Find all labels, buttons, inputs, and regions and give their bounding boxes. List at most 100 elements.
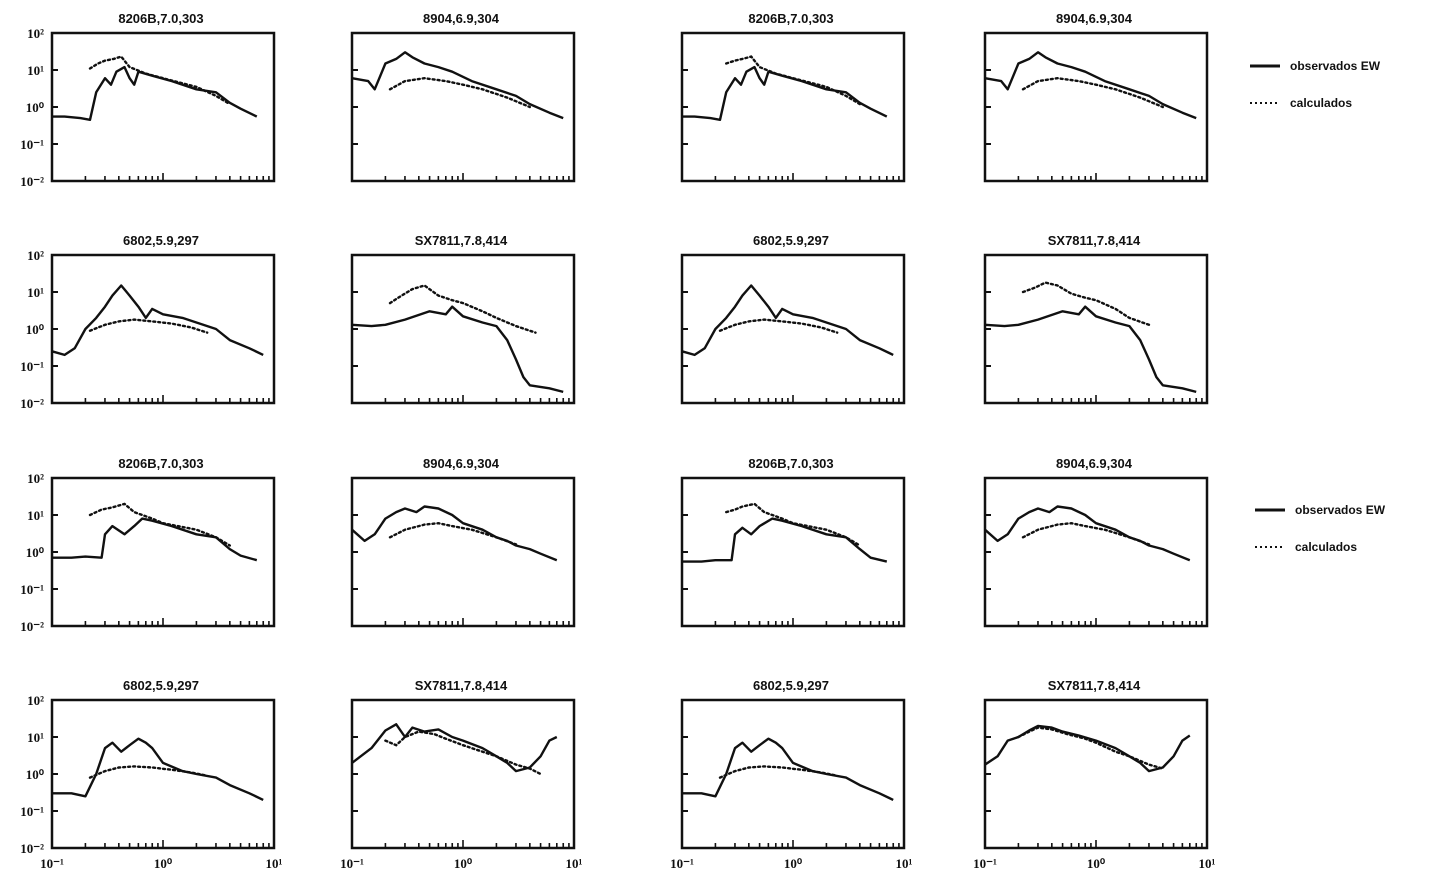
chart-panel: 8904,6.9,304 [983,11,1209,183]
legend-calculated-label: calculados [1290,96,1352,110]
chart-panel: 8206B,7.0,303 10² 10¹ 10⁰ 10⁻¹ 10⁻² [20,456,276,634]
calculated-series-line [388,284,537,334]
panel-frame [983,31,1209,183]
calculated-series-line [88,55,232,106]
calculated-series-line [384,730,542,776]
panels-group: 8206B,7.0,30310²10¹10⁰10⁻¹10⁻²8904,6.9,3… [20,11,1215,871]
observed-series-line [52,517,258,562]
y-tick-label: 10¹ [27,730,44,745]
legend-bottom: observados EW calculados [1255,503,1386,554]
calculated-series-line [725,502,861,547]
y-tick-label: 10⁻² [20,619,44,634]
legend-calculated-label: calculados [1295,540,1357,554]
chart-panel: 8206B,7.0,303 [680,11,906,183]
panel-title: 8904,6.9,304 [1056,11,1133,26]
observed-series-line [984,51,1197,120]
calculated-series-line [718,318,839,334]
y-tick-label: 10⁻¹ [20,804,44,819]
calculated-series-line [1021,76,1165,109]
y-tick-label: 10⁻¹ [20,582,44,597]
x-tick-label: 10⁻¹ [340,856,364,871]
y-tick-label: 10⁰ [26,767,45,782]
panel-title: SX7811,7.8,414 [415,678,508,693]
y-tick-label: 10⁻² [20,174,44,189]
observed-series-line [351,51,564,120]
panel-title: SX7811,7.8,414 [415,233,508,248]
panel-title: 8206B,7.0,303 [748,456,833,471]
x-tick-label: 10¹ [566,856,583,871]
calculated-series-line [1021,281,1151,326]
panel-frame [350,476,576,628]
panel-frame [983,476,1209,628]
observed-series-line [682,517,888,563]
y-tick-label: 10² [27,471,44,486]
x-tick-label: 10⁻¹ [40,856,64,871]
observed-series-line [984,305,1197,394]
panel-frame [50,476,276,628]
panel-frame [350,253,576,405]
panel-title: 8206B,7.0,303 [118,456,203,471]
chart-panel: 6802,5.9,297 10⁻¹ 10⁰ 10¹ [670,678,912,871]
x-tick-label: 10⁰ [454,856,473,871]
panel-title: 8206B,7.0,303 [748,11,833,26]
panel-frame [680,698,906,850]
calculated-series-line [88,502,232,547]
y-tick-label: 10⁰ [26,545,45,560]
observed-series-line [351,723,558,773]
legend-observed-label: observados EW [1290,59,1381,73]
panel-frame [50,31,276,183]
x-tick-label: 10⁻¹ [670,856,694,871]
calculated-series-line [718,765,839,779]
calculated-series-line [725,55,861,106]
observed-series-line [681,284,894,357]
calculated-series-line [388,76,531,109]
legend-top: observados EW calculados [1250,59,1381,110]
calculated-series-line [88,765,209,779]
chart-panel: 6802,5.9,297 [680,233,906,405]
calculated-series-line [1017,726,1165,770]
chart-panel: SX7811,7.8,414 10⁻¹ 10⁰ 10¹ [973,678,1215,871]
y-tick-label: 10⁻² [20,841,44,856]
observed-series-line [984,724,1191,773]
panel-frame [350,31,576,183]
panel-frame [680,31,906,183]
chart-panel: 8206B,7.0,303 [680,456,906,628]
observed-series-line [52,737,264,801]
calculated-series-line [88,318,209,334]
observed-series-line [51,284,264,357]
observed-series-line [52,65,258,122]
chart-panel: 8904,6.9,304 [350,11,576,183]
y-tick-label: 10² [27,248,44,263]
y-tick-label: 10⁰ [26,322,45,337]
panel-title: 6802,5.9,297 [123,678,199,693]
panel-title: SX7811,7.8,414 [1048,678,1141,693]
y-tick-label: 10⁻¹ [20,137,44,152]
y-tick-label: 10¹ [27,63,44,78]
panel-title: 6802,5.9,297 [753,678,829,693]
panel-title: 6802,5.9,297 [123,233,199,248]
observed-series-line [682,65,888,122]
y-tick-label: 10⁰ [26,100,45,115]
x-tick-label: 10⁰ [1087,856,1106,871]
panel-frame [983,253,1209,405]
y-tick-label: 10⁻² [20,396,44,411]
x-tick-label: 10⁻¹ [973,856,997,871]
observed-series-line [351,505,558,562]
x-tick-label: 10⁰ [784,856,803,871]
x-tick-label: 10¹ [896,856,913,871]
legend-observed-label: observados EW [1295,503,1386,517]
y-tick-label: 10² [27,693,44,708]
y-tick-label: 10⁻¹ [20,359,44,374]
observed-series-line [351,305,564,394]
observed-series-line [984,505,1191,562]
y-tick-label: 10¹ [27,508,44,523]
panel-title: 8904,6.9,304 [423,456,500,471]
panel-frame [50,698,276,850]
chart-panel: 8904,6.9,304 [983,456,1209,628]
x-tick-label: 10¹ [1199,856,1216,871]
y-tick-label: 10² [27,26,44,41]
chart-panel: SX7811,7.8,414 [350,233,576,405]
chart-panel: SX7811,7.8,414 [983,233,1209,405]
